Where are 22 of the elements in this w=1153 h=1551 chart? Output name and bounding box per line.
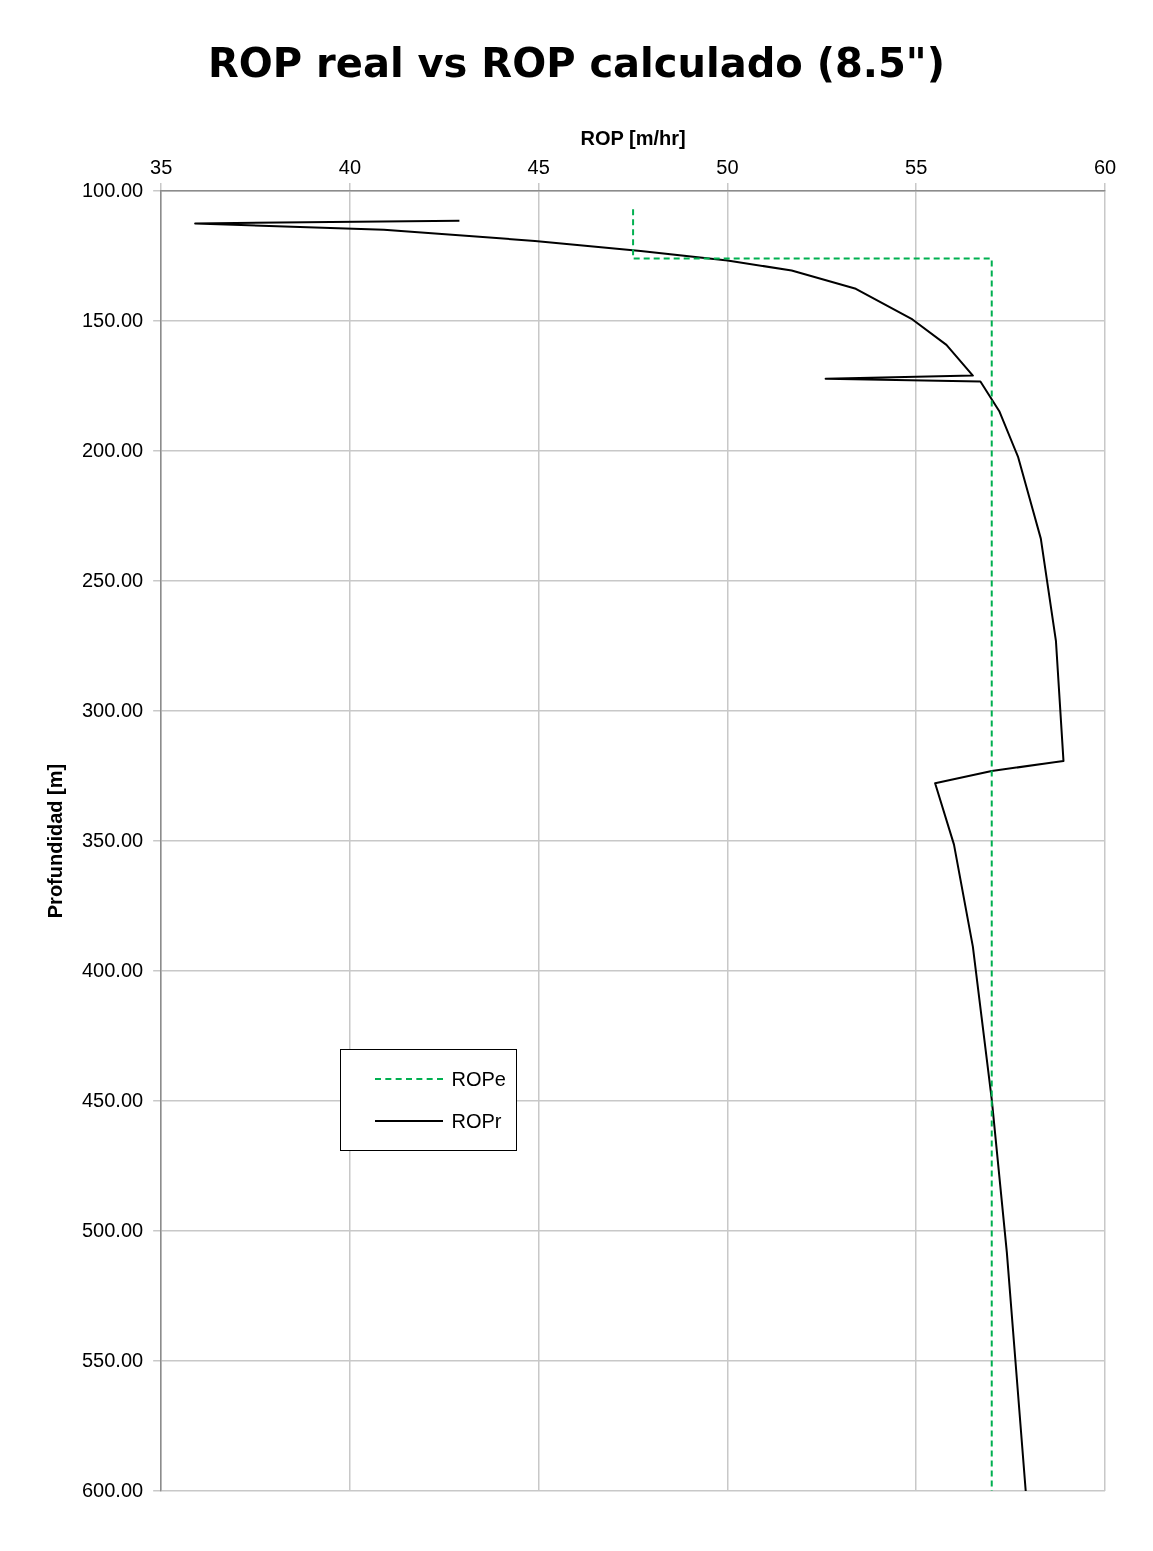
y-tick-label: 600.00	[82, 1478, 144, 1501]
y-tick-label: 500.00	[82, 1218, 144, 1241]
y-tick-label: 300.00	[82, 698, 144, 721]
y-tick-label: 100.00	[82, 178, 144, 201]
y-axis-title: Profundidad [m]	[43, 763, 66, 919]
x-tick-label: 45	[527, 155, 550, 178]
y-tick-label: 350.00	[82, 828, 144, 851]
y-tick-label: 400.00	[82, 958, 144, 981]
y-tick-label: 450.00	[82, 1088, 144, 1111]
chart-title: ROP real vs ROP calculado (8.5")	[207, 40, 946, 86]
x-tick-label: 60	[1093, 155, 1117, 178]
x-tick-label: 35	[150, 155, 173, 178]
x-axis-title: ROP [m/hr]	[580, 126, 686, 149]
y-tick-label: 200.00	[82, 438, 144, 461]
legend-label: ROPe	[451, 1067, 506, 1091]
x-tick-label: 50	[716, 155, 739, 178]
y-tick-label: 150.00	[82, 308, 144, 331]
x-tick-label: 55	[905, 155, 928, 178]
y-tick-label: 250.00	[82, 568, 144, 591]
y-tick-label: 550.00	[82, 1348, 144, 1371]
x-tick-label: 40	[338, 155, 362, 178]
legend-label: ROPr	[451, 1109, 502, 1133]
